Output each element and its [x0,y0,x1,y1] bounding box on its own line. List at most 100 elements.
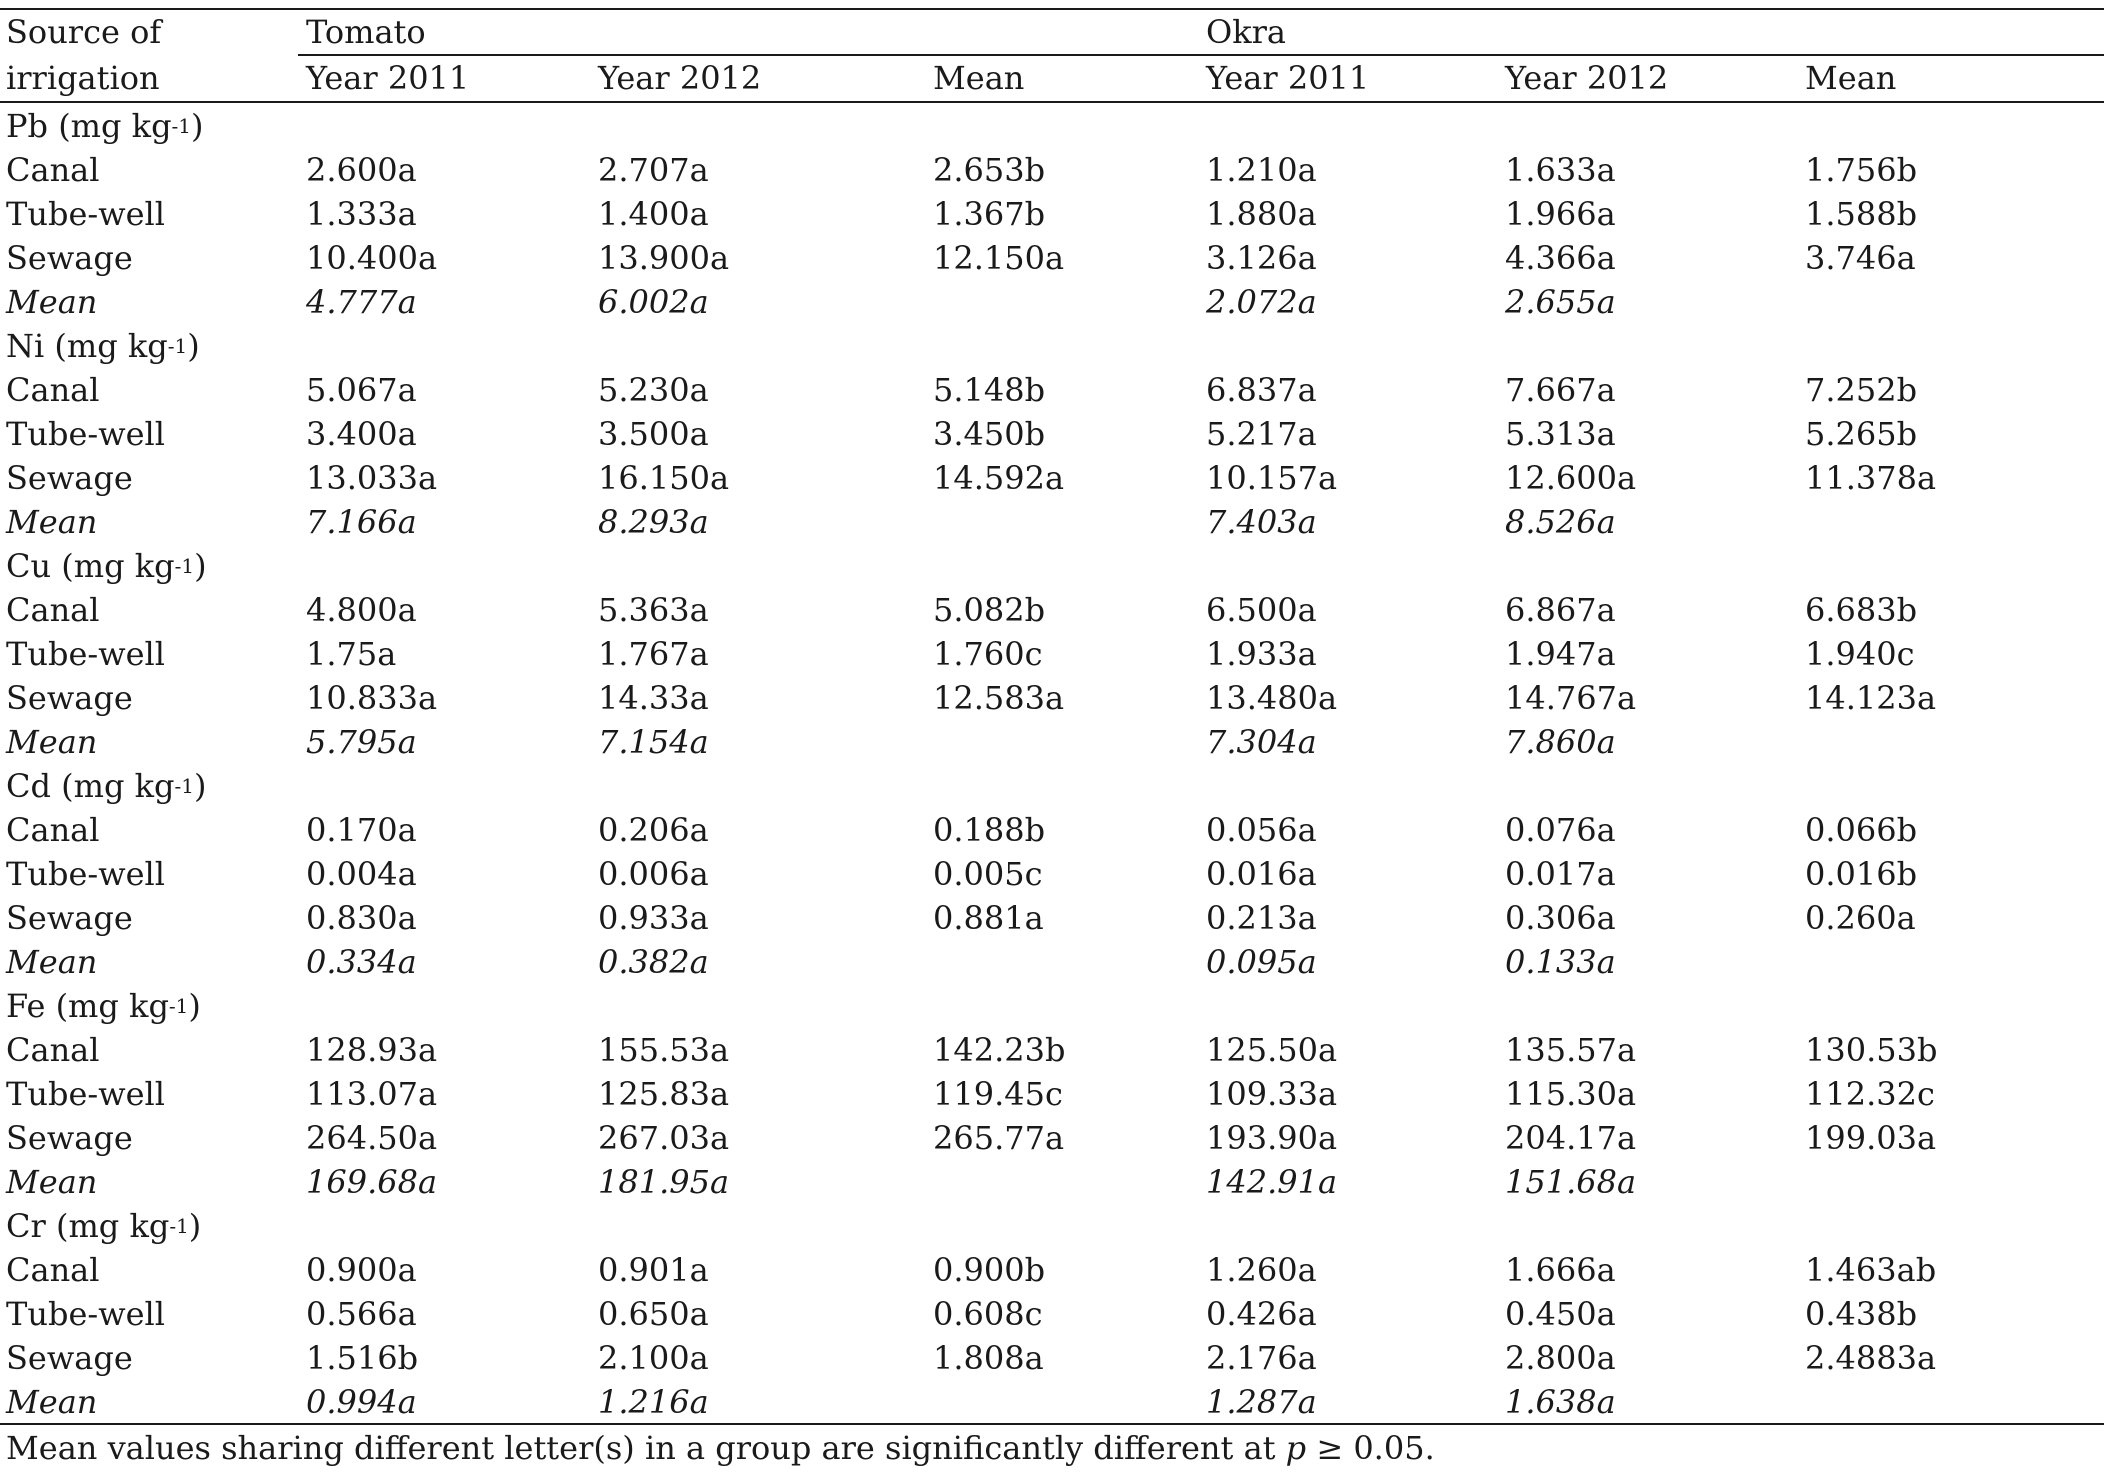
section-unit-close: ) [187,327,200,365]
table-cell: 0.438b [1805,1295,1918,1333]
section-element: Fe [6,987,46,1025]
table-cell: 2.100a [598,1339,709,1377]
table-cell: 5.313a [1505,415,1616,453]
header-column-0: Year 2011 [306,59,470,97]
table-cell: 10.400a [306,239,438,277]
table-cell: 14.33a [598,679,709,717]
table-cell: 1.666a [1505,1251,1616,1289]
section-heading-pb: Pb (mg kg-1) [6,106,204,146]
top-rule [0,8,2104,10]
section-unit-close: ) [188,1207,202,1245]
table-cell: 1.516b [306,1339,419,1377]
table-cell: 0.426a [1206,1295,1317,1333]
section-unit: (mg kg [54,327,168,365]
section-element: Cd [6,767,51,805]
table-cell: 0.994a [306,1383,417,1421]
row-label: Sewage [6,459,133,497]
row-label: Mean [6,1383,98,1421]
header-column-3: Year 2011 [1206,59,1370,97]
section-unit-close: ) [193,767,207,805]
table-cell: 1.216a [598,1383,709,1421]
table-cell: 0.004a [306,855,417,893]
section-unit: (mg kg [58,107,172,145]
table-cell: 2.4883a [1805,1339,1937,1377]
table-cell: 0.016a [1206,855,1317,893]
header-column-1: Year 2012 [598,59,762,97]
row-label: Tube-well [6,1295,165,1333]
table-cell: 7.166a [306,503,417,541]
table-cell: 3.126a [1206,239,1317,277]
table-cell: 7.860a [1505,723,1616,761]
table-cell: 128.93a [306,1031,438,1069]
row-label: Mean [6,283,98,321]
table-cell: 125.50a [1206,1031,1338,1069]
table-cell: 155.53a [598,1031,730,1069]
table-cell: 125.83a [598,1075,730,1113]
table-cell: 0.450a [1505,1295,1616,1333]
table-cell: 0.901a [598,1251,709,1289]
table-cell: 1.880a [1206,195,1317,233]
table-cell: 0.005c [933,855,1043,893]
table-cell: 8.293a [598,503,709,541]
table-cell: 0.095a [1206,943,1317,981]
section-unit-close: ) [188,987,201,1025]
table-cell: 0.076a [1505,811,1616,849]
table-cell: 0.933a [598,899,709,937]
section-unit-exponent: -1 [174,774,194,798]
table-cell: 119.45c [933,1075,1063,1113]
table-cell: 6.683b [1805,591,1918,629]
row-label: Mean [6,503,98,541]
table-cell: 1.808a [933,1339,1044,1377]
table-cell: 1.638a [1505,1383,1616,1421]
table-cell: 0.382a [598,943,709,981]
row-label: Canal [6,371,100,409]
table-cell: 1.287a [1206,1383,1317,1421]
table-cell: 112.32c [1805,1075,1935,1113]
table-cell: 199.03a [1805,1119,1937,1157]
table-cell: 12.600a [1505,459,1637,497]
table-cell: 0.881a [933,899,1044,937]
table-cell: 2.176a [1206,1339,1317,1377]
table-cell: 4.777a [306,283,417,321]
table-cell: 0.056a [1206,811,1317,849]
table-cell: 1.947a [1505,635,1616,673]
table-cell: 1.367b [933,195,1046,233]
table-cell: 1.933a [1206,635,1317,673]
table-cell: 0.006a [598,855,709,893]
table-cell: 0.830a [306,899,417,937]
table-cell: 267.03a [598,1119,730,1157]
table-cell: 2.655a [1505,283,1616,321]
table-cell: 16.150a [598,459,730,497]
row-label: Sewage [6,679,133,717]
header-crop-okra: Okra [1206,13,1286,51]
table-cell: 0.188b [933,811,1046,849]
table-cell: 6.002a [598,283,709,321]
table-cell: 6.500a [1206,591,1317,629]
row-label: Canal [6,1031,100,1069]
row-label: Canal [6,591,100,629]
table-cell: 1.333a [306,195,417,233]
footnote-threshold: ≥ 0.05. [1306,1429,1435,1467]
row-label: Tube-well [6,415,165,453]
table-cell: 0.016b [1805,855,1918,893]
table-cell: 1.940c [1805,635,1915,673]
table-cell: 12.583a [933,679,1065,717]
table-cell: 7.304a [1206,723,1317,761]
section-element: Cr [6,1207,46,1245]
section-heading-fe: Fe (mg kg-1) [6,986,201,1026]
row-label: Tube-well [6,635,165,673]
table-cell: 1.633a [1505,151,1616,189]
section-heading-cr: Cr (mg kg-1) [6,1206,201,1246]
section-element: Pb [6,107,49,145]
table-cell: 0.608c [933,1295,1043,1333]
table-cell: 169.68a [306,1163,438,1201]
table-bottom-rule [0,1423,2104,1425]
table-cell: 0.170a [306,811,417,849]
table-cell: 14.592a [933,459,1065,497]
row-label: Mean [6,1163,98,1201]
table-footnote: Mean values sharing different letter(s) … [6,1428,1435,1468]
table-cell: 14.767a [1505,679,1637,717]
table-cell: 10.157a [1206,459,1338,497]
table-cell: 6.837a [1206,371,1317,409]
